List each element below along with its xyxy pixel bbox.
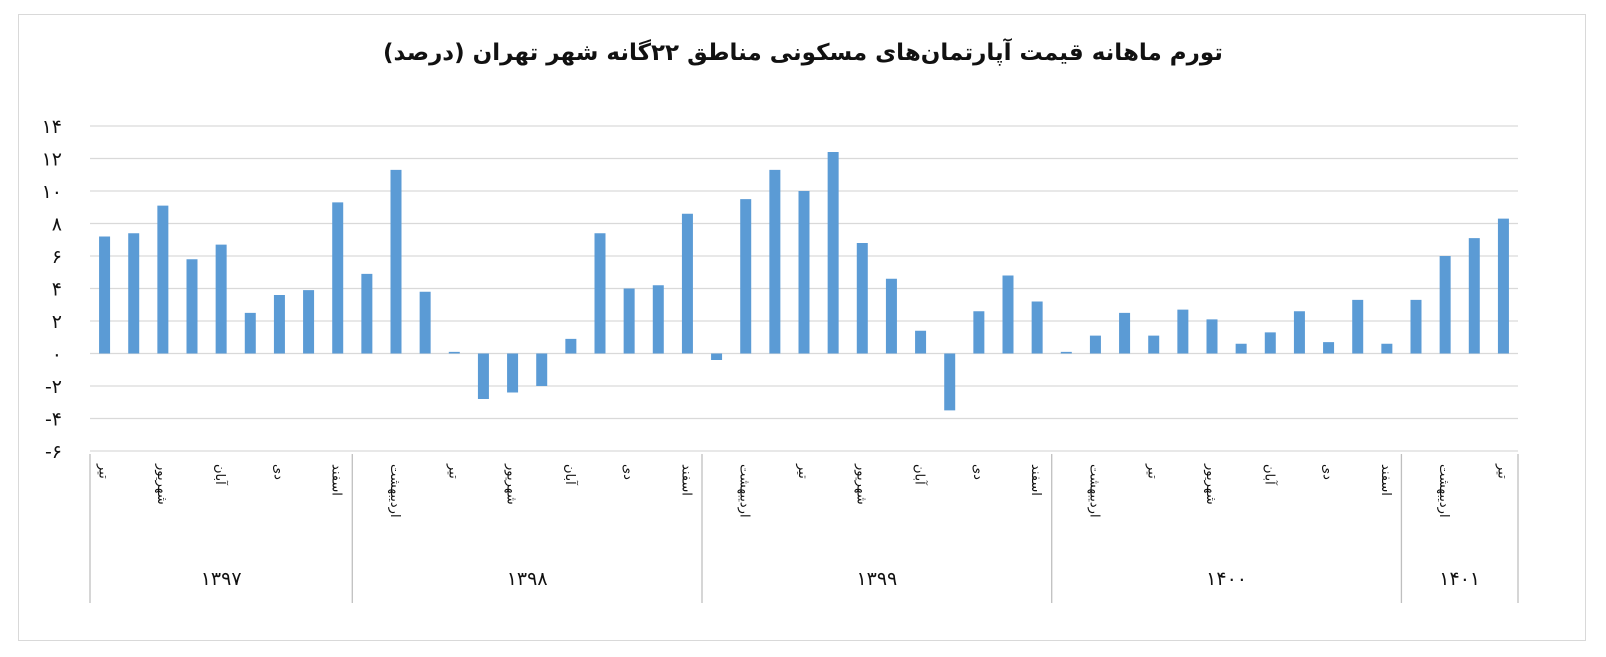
bar — [623, 288, 635, 354]
month-label: آبان — [562, 464, 579, 486]
month-label: شهریور — [1203, 463, 1218, 505]
chart-title: تورم ماهانه قیمت آپارتمان‌های مسکونی منا… — [383, 40, 1223, 66]
bar — [973, 311, 985, 354]
y-tick-label: -۴ — [45, 409, 62, 431]
bar — [361, 273, 373, 354]
bar — [944, 353, 956, 411]
month-label: دی — [1320, 464, 1335, 480]
month-label: اسفند — [1378, 464, 1393, 496]
bar — [390, 169, 402, 354]
month-label: شهریور — [504, 463, 519, 505]
bar — [856, 243, 868, 354]
month-label: اسفند — [1028, 464, 1043, 496]
month-label: تیر — [1494, 463, 1509, 479]
bar — [915, 330, 927, 354]
bar — [128, 233, 140, 354]
bar — [1148, 335, 1160, 354]
month-label: دی — [970, 464, 985, 480]
bar — [1177, 309, 1189, 354]
bar — [1468, 238, 1480, 354]
bar — [244, 312, 256, 354]
y-tick-label: ۶ — [52, 246, 62, 268]
y-tick-label: -۶ — [45, 441, 62, 463]
month-label: اردیبهشت — [387, 464, 402, 518]
month-label: تیر — [445, 463, 460, 479]
bar — [1410, 299, 1422, 354]
year-label: ۱۳۹۸ — [507, 568, 548, 590]
bar — [507, 353, 519, 393]
month-label: اسفند — [329, 464, 344, 496]
bar — [477, 353, 489, 399]
year-label: ۱۳۹۹ — [856, 568, 897, 590]
month-label: آبان — [1261, 464, 1278, 486]
year-label: ۱۳۹۷ — [201, 568, 242, 590]
bar — [769, 169, 781, 354]
y-tick-label: ۱۰ — [42, 181, 62, 203]
bar — [740, 199, 752, 354]
y-tick-label: -۲ — [45, 376, 62, 398]
month-label: اردیبهشت — [1086, 464, 1101, 518]
bar — [1002, 275, 1014, 354]
bar — [332, 202, 344, 354]
y-tick-label: ۴ — [52, 279, 62, 301]
bar — [1352, 299, 1364, 354]
bar — [1323, 342, 1335, 354]
bar — [565, 338, 577, 354]
bar — [594, 233, 606, 354]
bar — [1060, 351, 1072, 354]
month-label: دی — [620, 464, 635, 480]
month-label: اردیبهشت — [737, 464, 752, 518]
bar — [1381, 343, 1393, 354]
bar — [419, 291, 431, 354]
bar — [273, 295, 285, 354]
bar — [1119, 312, 1131, 354]
bar — [99, 236, 111, 354]
month-label: آبان — [212, 464, 229, 486]
month-label: شهریور — [853, 463, 868, 505]
bar — [681, 213, 693, 354]
bar — [1031, 301, 1043, 354]
y-tick-label: ۰ — [52, 344, 62, 366]
month-label: شهریور — [154, 463, 169, 505]
bar — [1293, 311, 1305, 354]
bar — [652, 285, 664, 354]
bar — [1206, 319, 1218, 354]
bar — [157, 205, 169, 354]
bar — [303, 290, 315, 354]
bar — [186, 259, 198, 354]
y-tick-label: ۲ — [52, 311, 62, 333]
y-tick-label: ۱۴ — [42, 116, 62, 138]
bar — [827, 152, 839, 354]
year-label: ۱۴۰۰ — [1206, 568, 1247, 590]
month-label: تیر — [795, 463, 810, 479]
month-label: اردیبهشت — [1436, 464, 1451, 518]
bar — [215, 244, 227, 354]
bar — [1439, 256, 1451, 354]
month-label: اسفند — [678, 464, 693, 496]
bar — [1497, 218, 1509, 354]
bar — [1264, 332, 1276, 354]
y-tick-label: ۸ — [52, 214, 62, 236]
month-label: تیر — [96, 463, 111, 479]
month-label: آبان — [912, 464, 929, 486]
month-label: تیر — [1145, 463, 1160, 479]
year-label: ۱۴۰۱ — [1439, 568, 1480, 590]
bar — [1235, 343, 1247, 354]
bar — [1089, 335, 1101, 354]
bar — [448, 351, 460, 354]
bar — [885, 278, 897, 354]
y-tick-label: ۱۲ — [42, 149, 62, 171]
month-label: دی — [270, 464, 285, 480]
bar — [536, 353, 548, 386]
bar — [798, 191, 810, 354]
bar — [711, 353, 723, 360]
